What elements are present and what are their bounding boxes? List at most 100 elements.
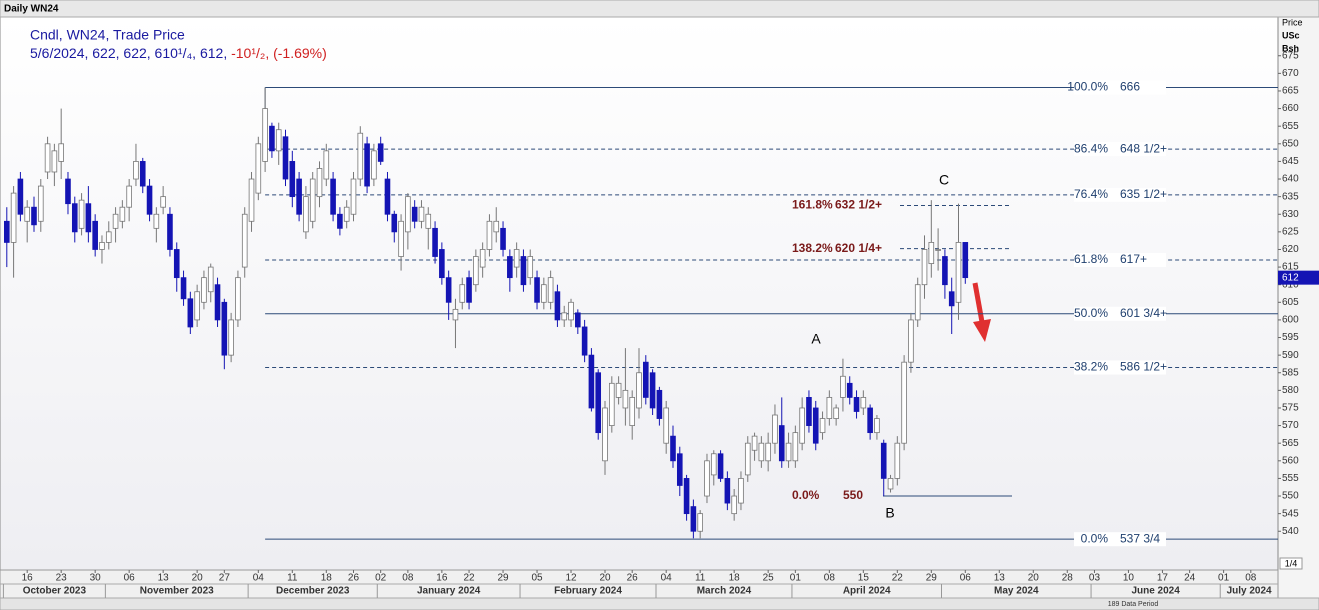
candle-body (588, 354, 595, 409)
x-tick-label: 05 (531, 573, 543, 584)
candle-body (439, 249, 445, 279)
candle-body (609, 382, 615, 426)
x-tick-label: 10 (1123, 573, 1135, 584)
candle-body (622, 389, 629, 409)
x-tick-label: 22 (892, 573, 904, 584)
candle-body (894, 442, 901, 479)
candle-body (31, 206, 37, 226)
wave-label: A (811, 331, 821, 347)
candle-body (316, 168, 323, 198)
candle-body (656, 389, 663, 419)
y-tick-label: 630 (1282, 209, 1299, 220)
candle-body (187, 298, 194, 328)
legend-change: -10¹/₂, (-1.69%) (231, 45, 327, 61)
month-label: December 2023 (276, 586, 350, 597)
candle-body (160, 196, 166, 208)
candle-body (629, 397, 636, 426)
y-tick-label: 575 (1282, 403, 1299, 414)
x-tick-label: 27 (219, 573, 231, 584)
candle-body (704, 460, 710, 497)
y-tick-label: 660 (1282, 103, 1299, 114)
x-tick-label: 02 (375, 573, 387, 584)
wave-label: C (939, 172, 949, 188)
candle-body (901, 361, 907, 444)
header-bar (0, 0, 1319, 18)
x-tick-label: 12 (565, 573, 577, 584)
x-tick-label: 16 (436, 573, 448, 584)
candle-body (466, 277, 472, 303)
x-tick-label: 23 (56, 573, 68, 584)
x-tick-label: 18 (729, 573, 741, 584)
y-tick-label: 570 (1282, 420, 1299, 431)
candle-body (58, 143, 64, 162)
candle-body (371, 150, 377, 180)
candle-body (296, 178, 302, 215)
x-tick-label: 06 (124, 573, 136, 584)
candle-body (214, 284, 221, 321)
fib-label-bg (1074, 187, 1166, 202)
candle-body (99, 242, 105, 250)
candle-body (391, 213, 398, 233)
x-tick-label: 26 (627, 573, 639, 584)
y-tick-label: 645 (1282, 156, 1299, 167)
candle-body (908, 319, 914, 363)
candle-body (235, 277, 241, 321)
candle-body (493, 220, 500, 233)
candle-body (683, 478, 690, 515)
candle-body (51, 150, 58, 173)
candle-body (146, 185, 153, 215)
x-tick-label: 08 (402, 573, 414, 584)
candle-body (751, 435, 758, 451)
x-tick-label: 04 (661, 573, 673, 584)
x-tick-label: 03 (1089, 573, 1101, 584)
candle-body (71, 203, 78, 233)
header-title: Daily WN24 (4, 4, 59, 15)
x-tick-label: 01 (790, 573, 802, 584)
candle-body (303, 196, 309, 233)
month-label: March 2024 (697, 586, 752, 597)
x-tick-label: 22 (463, 573, 475, 584)
y-tick-label: 650 (1282, 138, 1299, 149)
candle-body (350, 178, 357, 215)
fib-level: 537 3/4 (1120, 531, 1160, 545)
candle-body (364, 143, 370, 187)
x-tick-label: 30 (90, 573, 102, 584)
y-tick-label: 550 (1282, 491, 1299, 502)
candle-body (330, 178, 336, 215)
fib-percent: 76.4% (1074, 187, 1108, 201)
candle-body (85, 203, 92, 233)
candle-body (595, 372, 602, 434)
x-tick-label: 20 (1028, 573, 1040, 584)
candle-body (275, 129, 282, 152)
candle-body (248, 178, 255, 222)
y-tick-label: 615 (1282, 262, 1299, 273)
candle-body (180, 277, 187, 300)
x-tick-label: 08 (824, 573, 836, 584)
month-label: June 2024 (1131, 586, 1180, 597)
candle-body (568, 301, 574, 321)
y-tick-label: 655 (1282, 121, 1299, 132)
candle-body (799, 407, 805, 444)
y-tick-label: 585 (1282, 367, 1299, 378)
month-label: February 2024 (554, 586, 622, 597)
x-tick-label: 26 (348, 573, 360, 584)
price-tag: 612 (1282, 272, 1299, 283)
candle-body (554, 291, 561, 321)
wave-label: B (885, 505, 894, 521)
month-label: April 2024 (843, 586, 891, 597)
candle-body (785, 442, 792, 462)
candle-body (928, 242, 935, 264)
fib-percent: 50.0% (1074, 306, 1108, 320)
x-tick-label: 16 (22, 573, 34, 584)
candle-body (139, 161, 146, 187)
candle-body (92, 220, 98, 250)
x-tick-label: 18 (321, 573, 333, 584)
y-tick-label: 605 (1282, 297, 1299, 308)
x-tick-label: 29 (497, 573, 509, 584)
candle-body (547, 277, 554, 303)
candle-body (479, 249, 486, 268)
candle-body (690, 506, 697, 532)
candle-body (418, 206, 425, 222)
candle-body (337, 213, 343, 229)
x-tick-label: 06 (960, 573, 972, 584)
